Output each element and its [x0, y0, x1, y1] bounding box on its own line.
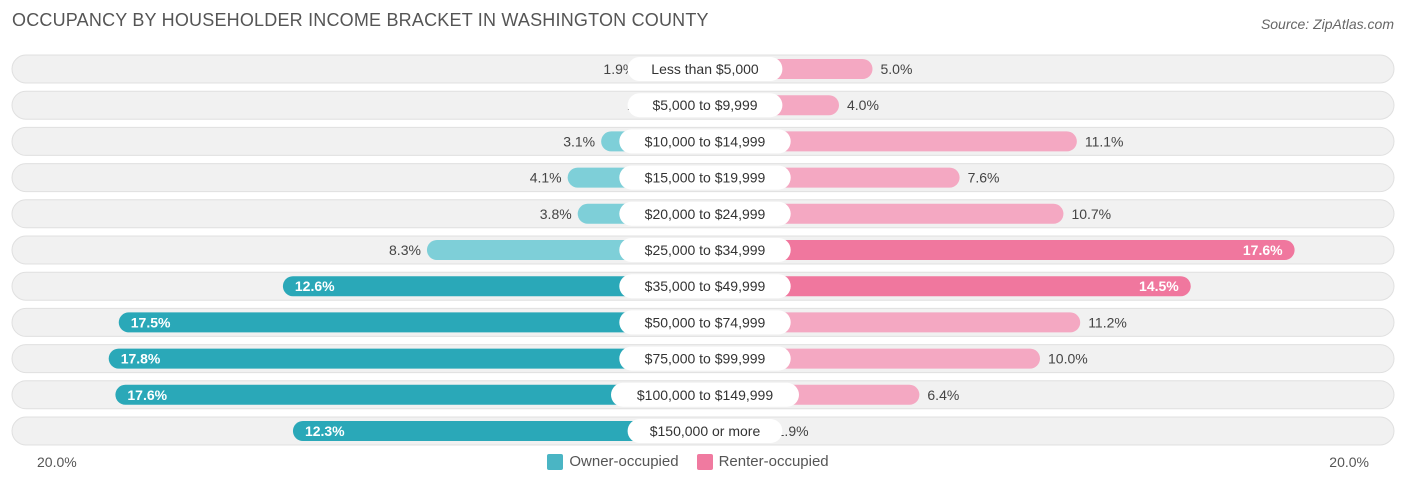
- renter-value-label: 11.2%: [1088, 314, 1127, 330]
- category-label-pill: [627, 419, 783, 443]
- owner-value-label: 1.9%: [603, 61, 635, 77]
- category-label: $35,000 to $49,999: [645, 278, 766, 294]
- renter-value-label: 11.1%: [1085, 133, 1124, 149]
- category-label: $5,000 to $9,999: [652, 97, 757, 113]
- legend: Owner-occupied Renter-occupied: [0, 453, 1406, 470]
- category-label: Less than $5,000: [651, 61, 759, 77]
- chart-title: OCCUPANCY BY HOUSEHOLDER INCOME BRACKET …: [12, 10, 709, 30]
- diverging-bar-chart: 1.9%5.0%Less than $5,0001.2%4.0%$5,000 t…: [11, 54, 1395, 446]
- owner-value-label: 12.6%: [295, 278, 335, 294]
- category-label: $75,000 to $99,999: [645, 351, 766, 367]
- legend-item-renter: Renter-occupied: [696, 453, 829, 470]
- renter-value-label: 10.0%: [1048, 351, 1088, 367]
- renter-bar: [705, 240, 1295, 260]
- renter-value-label: 6.4%: [927, 387, 959, 403]
- owner-bar: [282, 276, 705, 297]
- owner-bar: [118, 312, 705, 333]
- category-label-pill: [627, 93, 783, 118]
- renter-bar: [705, 203, 1064, 224]
- owner-value-label: 3.1%: [563, 133, 595, 149]
- legend-item-owner: Owner-occupied: [547, 453, 679, 470]
- owner-swatch: [547, 453, 564, 470]
- category-label: $25,000 to $34,999: [645, 242, 766, 258]
- owner-bar: [108, 348, 705, 369]
- owner-value-label: 8.3%: [389, 242, 421, 258]
- chart-source: Source: ZipAtlas.com: [1260, 16, 1394, 32]
- owner-value-label: 17.5%: [131, 314, 171, 330]
- renter-bar: [705, 312, 1081, 333]
- legend-renter-label: Renter-occupied: [718, 453, 829, 470]
- category-label: $50,000 to $74,999: [645, 314, 766, 330]
- owner-bar: [292, 421, 705, 441]
- renter-value-label: 7.6%: [968, 170, 1000, 186]
- legend-owner-label: Owner-occupied: [569, 453, 679, 470]
- renter-value-label: 1.9%: [777, 423, 809, 439]
- category-label: $150,000 or more: [650, 423, 761, 439]
- owner-value-label: 3.8%: [540, 206, 572, 222]
- category-label: $10,000 to $14,999: [645, 133, 766, 149]
- category-label-pill: [619, 346, 791, 371]
- axis-left-label: 20.0%: [37, 454, 77, 470]
- category-label-pill: [619, 274, 791, 299]
- renter-value-label: 17.6%: [1243, 242, 1283, 258]
- renter-value-label: 14.5%: [1139, 278, 1179, 294]
- owner-value-label: 12.3%: [305, 423, 345, 439]
- category-label: $15,000 to $19,999: [645, 170, 766, 186]
- category-label-pill: [627, 57, 783, 81]
- owner-value-label: 17.6%: [127, 387, 167, 403]
- category-label-pill: [619, 165, 791, 190]
- renter-swatch: [696, 453, 713, 470]
- category-label-pill: [619, 310, 791, 335]
- owner-bar: [115, 384, 705, 405]
- axis-right-label: 20.0%: [1329, 454, 1369, 470]
- category-label: $20,000 to $24,999: [645, 206, 766, 222]
- renter-value-label: 5.0%: [881, 61, 913, 77]
- owner-value-label: 17.8%: [121, 351, 161, 367]
- renter-bar: [705, 276, 1191, 297]
- category-label-pill: [619, 238, 791, 262]
- category-label-pill: [619, 201, 791, 226]
- category-label-pill: [611, 382, 799, 407]
- renter-bar: [705, 131, 1077, 152]
- renter-value-label: 10.7%: [1071, 206, 1111, 222]
- renter-value-label: 4.0%: [847, 97, 879, 113]
- owner-value-label: 4.1%: [530, 170, 562, 186]
- category-label-pill: [619, 129, 791, 154]
- category-label: $100,000 to $149,999: [637, 387, 773, 403]
